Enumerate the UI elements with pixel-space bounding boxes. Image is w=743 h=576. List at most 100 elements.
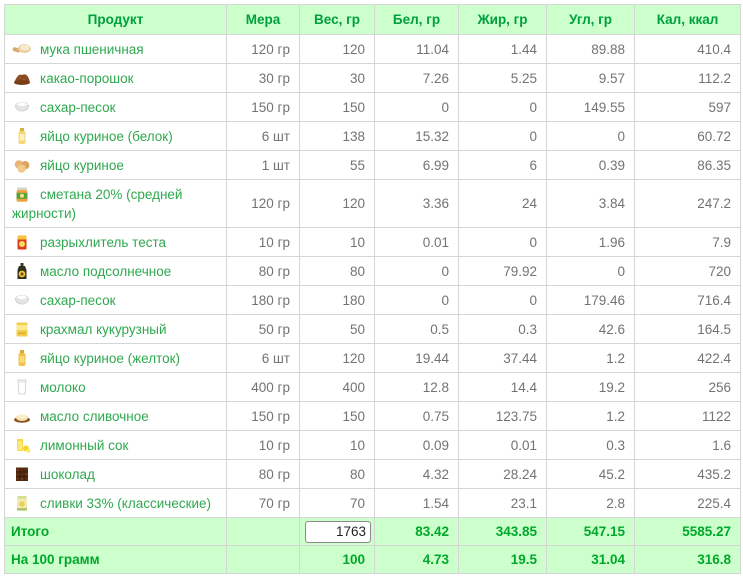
table-row: крахмал кукурузный 50 гр 50 0.5 0.3 42.6 164.5 (4, 314, 741, 344)
col-header-protein: Бел, гр (374, 4, 459, 35)
product-cell: яйцо куриное (белок) (4, 121, 227, 151)
table-row: сахар-песок 180 гр 180 0 0 179.46 716.4 (4, 285, 741, 315)
sour-cream-icon (12, 184, 32, 204)
product-link[interactable]: яйцо куриное (желток) (40, 351, 181, 366)
weight-value: 120 (299, 343, 375, 373)
kcal-value: 1.6 (634, 430, 741, 460)
weight-value: 120 (299, 34, 375, 64)
fat-value: 0 (458, 227, 547, 257)
product-cell: масло подсолнечное (4, 256, 227, 286)
weight-value: 70 (299, 488, 375, 518)
product-link[interactable]: сливки 33% (классические) (40, 496, 212, 511)
product-link[interactable]: шоколад (40, 467, 95, 482)
weight-value: 150 (299, 401, 375, 431)
butter-icon (12, 406, 32, 426)
product-link[interactable]: сахар-песок (40, 100, 116, 115)
kcal-value: 597 (634, 92, 741, 122)
measure-value: 150 гр (226, 401, 300, 431)
measure-value: 10 гр (226, 430, 300, 460)
protein-value: 1.54 (374, 488, 459, 518)
product-link[interactable]: яйцо куриное (40, 158, 124, 173)
cream-icon (12, 493, 32, 513)
protein-value: 3.36 (374, 179, 459, 228)
milk-icon (12, 377, 32, 397)
product-link[interactable]: мука пшеничная (40, 42, 144, 57)
col-header-carbs: Угл, гр (546, 4, 635, 35)
nutrition-table: Продукт Мера Вес, гр Бел, гр Жир, гр Угл, гр К… (4, 4, 741, 574)
flour-icon (12, 39, 32, 59)
table-row: молоко 400 гр 400 12.8 14.4 19.2 256 (4, 372, 741, 402)
protein-value: 19.44 (374, 343, 459, 373)
col-header-kcal: Кал, ккал (634, 4, 741, 35)
fat-value: 0 (458, 285, 547, 315)
table-body: мука пшеничная 120 гр 120 11.04 1.44 89.88 410… (4, 34, 741, 518)
kcal-value: 1122 (634, 401, 741, 431)
fat-value: 24 (458, 179, 547, 228)
egg-white-icon (12, 126, 32, 146)
total-weight-input[interactable] (305, 520, 371, 543)
fat-value: 23.1 (458, 488, 547, 518)
protein-value: 0 (374, 256, 459, 286)
product-link[interactable]: разрыхлитель теста (40, 235, 167, 250)
table-row: разрыхлитель теста 10 гр 10 0.01 0 1.96 7.9 (4, 227, 741, 257)
carbs-value: 0 (546, 121, 635, 151)
weight-value: 55 (299, 150, 375, 180)
kcal-value: 7.9 (634, 227, 741, 257)
carbs-value: 0.3 (546, 430, 635, 460)
sugar-icon (12, 97, 32, 117)
table-row: мука пшеничная 120 гр 120 11.04 1.44 89.88 410… (4, 34, 741, 64)
totals-measure-cell (226, 517, 300, 546)
kcal-value: 86.35 (634, 150, 741, 180)
product-link[interactable]: яйцо куриное (белок) (40, 129, 173, 144)
carbs-value: 42.6 (546, 314, 635, 344)
protein-value: 0.75 (374, 401, 459, 431)
per100-protein: 4.73 (374, 545, 459, 574)
kcal-value: 435.2 (634, 459, 741, 489)
weight-value: 80 (299, 256, 375, 286)
measure-value: 80 гр (226, 459, 300, 489)
product-link[interactable]: лимонный сок (40, 438, 129, 453)
table-row: масло сливочное 150 гр 150 0.75 123.75 1.2 112… (4, 401, 741, 431)
table-header: Продукт Мера Вес, гр Бел, гр Жир, гр Угл, гр К… (4, 4, 741, 35)
corn-starch-icon (12, 319, 32, 339)
carbs-value: 1.2 (546, 401, 635, 431)
measure-value: 180 гр (226, 285, 300, 315)
fat-value: 0 (458, 92, 547, 122)
product-link[interactable]: молоко (40, 380, 86, 395)
product-cell: какао-порошок (4, 63, 227, 93)
fat-value: 37.44 (458, 343, 547, 373)
fat-value: 1.44 (458, 34, 547, 64)
weight-value: 10 (299, 227, 375, 257)
col-header-product: Продукт (4, 4, 227, 35)
protein-value: 15.32 (374, 121, 459, 151)
carbs-value: 1.2 (546, 343, 635, 373)
measure-value: 70 гр (226, 488, 300, 518)
egg-yolk-icon (12, 348, 32, 368)
product-cell: крахмал кукурузный (4, 314, 227, 344)
totals-weight-cell (299, 517, 375, 546)
fat-value: 123.75 (458, 401, 547, 431)
protein-value: 0 (374, 285, 459, 315)
measure-value: 6 шт (226, 343, 300, 373)
product-link[interactable]: крахмал кукурузный (40, 322, 167, 337)
product-link[interactable]: сахар-песок (40, 293, 116, 308)
weight-value: 30 (299, 63, 375, 93)
carbs-value: 9.57 (546, 63, 635, 93)
totals-fat: 343.85 (458, 517, 547, 546)
product-link[interactable]: масло сливочное (40, 409, 149, 424)
kcal-value: 247.2 (634, 179, 741, 228)
carbs-value: 1.96 (546, 227, 635, 257)
product-link[interactable]: какао-порошок (40, 71, 134, 86)
weight-value: 138 (299, 121, 375, 151)
product-link[interactable]: сметана 20% (средней жирности) (12, 187, 183, 221)
protein-value: 4.32 (374, 459, 459, 489)
product-link[interactable]: масло подсолнечное (40, 264, 172, 279)
measure-value: 30 гр (226, 63, 300, 93)
sugar-icon (12, 290, 32, 310)
product-cell: лимонный сок (4, 430, 227, 460)
table-row: масло подсолнечное 80 гр 80 0 79.92 0 720 (4, 256, 741, 286)
protein-value: 11.04 (374, 34, 459, 64)
fat-value: 79.92 (458, 256, 547, 286)
fat-value: 5.25 (458, 63, 547, 93)
